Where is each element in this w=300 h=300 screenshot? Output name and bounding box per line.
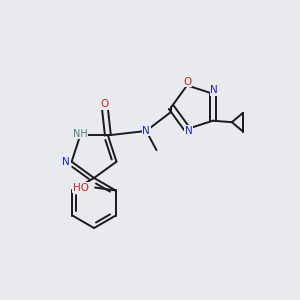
Text: N: N — [210, 85, 218, 95]
Text: NH: NH — [73, 129, 88, 139]
Text: N: N — [62, 157, 70, 167]
Text: HO: HO — [73, 182, 88, 193]
Text: N: N — [185, 125, 192, 136]
Text: O: O — [183, 77, 191, 87]
Text: N: N — [142, 126, 150, 136]
Text: O: O — [101, 99, 109, 110]
